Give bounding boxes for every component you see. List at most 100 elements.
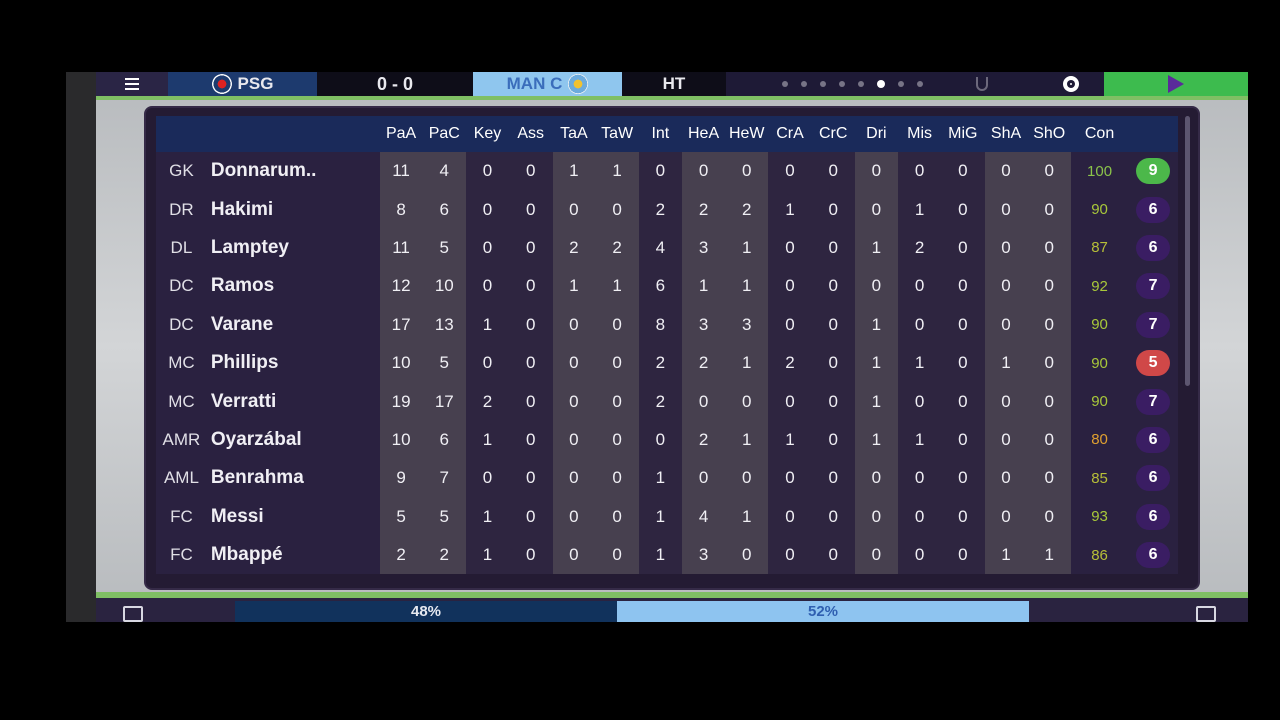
player-position: MC <box>156 343 207 383</box>
player-row[interactable]: MC Verratti 19 17 2 0 0 0 2 0 0 0 0 1 0 0 0 0 90 7 <box>156 382 1178 421</box>
player-row[interactable]: AML Benrahma 9 7 0 0 0 0 1 0 0 0 0 0 0 0 0 0 85 6 <box>156 459 1178 498</box>
rating-cell: 6 <box>1128 535 1178 575</box>
stat-cell: 3 <box>681 535 726 575</box>
page-dot[interactable] <box>916 81 923 87</box>
stat-cell: 0 <box>811 267 855 306</box>
page-dot[interactable] <box>781 81 788 87</box>
player-name[interactable]: Hakimi <box>206 190 380 229</box>
column-header: HeA <box>687 125 720 142</box>
stat-cell: 0 <box>811 343 855 383</box>
stat-cell: 0 <box>898 497 941 536</box>
player-stats-table-container[interactable]: PaA PaC Key Ass TaA TaW Int HeA HeW CrA CrC Dri Mis M… <box>156 116 1178 584</box>
stat-cell: 6 <box>422 420 467 460</box>
stat-cell: 0 <box>508 267 553 306</box>
player-name[interactable]: Lamptey <box>206 228 380 268</box>
column-header: ShA <box>990 125 1022 142</box>
player-row[interactable]: DC Ramos 12 10 0 0 1 1 6 1 1 0 0 0 0 0 0 0 92 7 <box>156 267 1178 306</box>
stat-cell: 0 <box>940 420 985 460</box>
player-name[interactable]: Verratti <box>206 382 380 421</box>
page-dot[interactable] <box>819 81 826 87</box>
player-row[interactable]: MC Phillips 10 5 0 0 0 0 2 2 1 2 0 1 1 0 1 0 90 5 <box>156 343 1178 383</box>
rating-cell: 7 <box>1128 267 1178 306</box>
stat-cell: 0 <box>681 152 726 191</box>
player-name[interactable]: Oyarzábal <box>206 420 380 460</box>
stat-cell: 3 <box>681 305 726 344</box>
player-name[interactable]: Ramos <box>206 267 380 306</box>
hamburger-icon <box>125 78 139 90</box>
player-row[interactable]: FC Mbappé 2 2 1 0 0 0 1 3 0 0 0 0 0 0 1 1 86 6 <box>156 535 1178 575</box>
stat-cell: 0 <box>508 420 553 460</box>
stat-cell: 1 <box>638 459 682 498</box>
stat-cell: 0 <box>681 382 726 421</box>
stat-cell: 1 <box>552 267 596 306</box>
player-row[interactable]: FC Messi 5 5 1 0 0 0 1 4 1 0 0 0 0 0 0 0 93 6 <box>156 497 1178 536</box>
table-header-row: PaA PaC Key Ass TaA TaW Int HeA HeW CrA CrC Dri Mis M… <box>156 116 1178 152</box>
stat-cell: 1 <box>638 497 682 536</box>
stat-cell: 2 <box>725 190 769 229</box>
rating-badge: 6 <box>1136 542 1171 569</box>
settings-button[interactable] <box>1038 72 1104 96</box>
player-position: DR <box>156 190 207 229</box>
condition-value: 90 <box>1071 382 1129 421</box>
page-dot[interactable] <box>800 81 807 87</box>
rating-cell: 7 <box>1128 305 1178 344</box>
player-name[interactable]: Mbappé <box>206 535 380 575</box>
stat-cell: 4 <box>638 228 682 268</box>
player-name[interactable]: Donnarum.. <box>206 152 380 191</box>
player-name[interactable]: Messi <box>206 497 380 536</box>
player-row[interactable]: AMR Oyarzábal 10 6 1 0 0 0 0 2 1 1 0 1 1 0 0 0 80 6 <box>156 420 1178 460</box>
stat-cell: 1 <box>466 305 509 344</box>
player-row[interactable]: DC Varane 17 13 1 0 0 0 8 3 3 0 0 1 0 0 0 0 90 7 <box>156 305 1178 344</box>
page-dot[interactable] <box>897 81 904 87</box>
match-period: HT <box>622 72 726 96</box>
player-row[interactable]: DL Lamptey 11 5 0 0 2 2 4 3 1 0 0 1 2 0 0 0 87 6 <box>156 228 1178 268</box>
page-dot[interactable] <box>838 81 845 87</box>
home-tactics-icon[interactable] <box>123 606 143 622</box>
rating-cell: 7 <box>1128 382 1178 421</box>
menu-button[interactable] <box>96 72 168 96</box>
stat-cell: 0 <box>466 343 509 383</box>
stat-cell: 0 <box>768 497 812 536</box>
stat-cell: 0 <box>466 267 509 306</box>
player-row[interactable]: GK Donnarum.. 11 4 0 0 1 1 0 0 0 0 0 0 0 0 0 0 100 9 <box>156 152 1178 191</box>
stat-cell: 2 <box>638 382 682 421</box>
stat-cell: 0 <box>638 152 682 191</box>
stat-cell: 0 <box>898 459 941 498</box>
away-team-tab[interactable]: MAN C <box>473 72 622 96</box>
stat-cell: 2 <box>466 382 509 421</box>
stat-cell: 0 <box>768 228 812 268</box>
substitution-icon[interactable] <box>976 77 988 91</box>
stat-cell: 13 <box>422 305 467 344</box>
page-indicator[interactable] <box>726 72 1038 96</box>
page-dot[interactable] <box>876 80 885 88</box>
stat-cell: 0 <box>984 267 1028 306</box>
column-header: PaC <box>428 125 460 142</box>
stat-cell: 0 <box>508 228 553 268</box>
player-name[interactable]: Phillips <box>206 343 380 383</box>
player-name[interactable]: Varane <box>206 305 380 344</box>
play-icon <box>1168 75 1184 93</box>
continue-match-button[interactable] <box>1104 72 1248 96</box>
stat-cell: 2 <box>638 343 682 383</box>
stat-cell: 0 <box>508 535 553 575</box>
page-dot[interactable] <box>857 81 864 87</box>
stat-cell: 0 <box>984 420 1028 460</box>
rating-cell: 6 <box>1128 459 1178 498</box>
stat-cell: 0 <box>854 497 899 536</box>
stat-cell: 2 <box>768 343 812 383</box>
column-header: TaA <box>560 125 588 142</box>
stat-cell: 1 <box>725 228 769 268</box>
away-tactics-icon[interactable] <box>1196 606 1216 622</box>
player-name[interactable]: Benrahma <box>206 459 380 498</box>
stat-cell: 0 <box>811 305 855 344</box>
stat-cell: 2 <box>638 190 682 229</box>
table-scrollbar[interactable] <box>1185 116 1190 386</box>
stat-cell: 2 <box>552 228 596 268</box>
stat-cell: 1 <box>854 343 899 383</box>
stat-cell: 0 <box>725 382 769 421</box>
column-header: Mis <box>907 125 933 142</box>
psg-crest-icon <box>211 74 232 94</box>
stat-cell: 0 <box>940 459 985 498</box>
home-team-tab[interactable]: PSG <box>168 72 317 96</box>
player-row[interactable]: DR Hakimi 8 6 0 0 0 0 2 2 2 1 0 0 1 0 0 0 90 6 <box>156 190 1178 229</box>
